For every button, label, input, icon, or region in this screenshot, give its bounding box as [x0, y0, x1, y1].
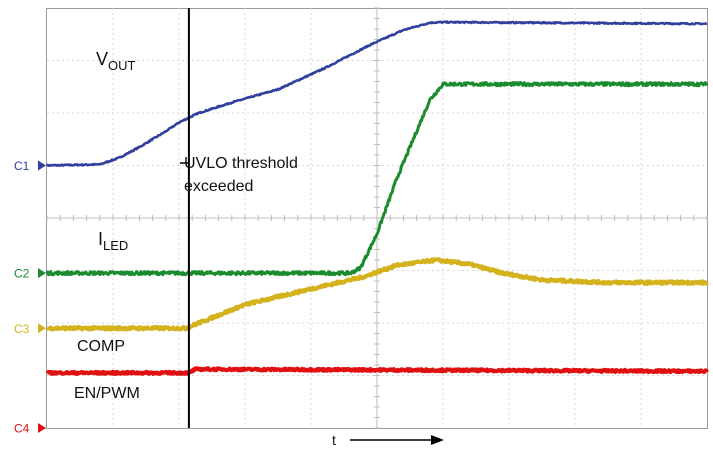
channel-label-c1: C1 — [14, 159, 30, 173]
channel-arrow-c4 — [38, 423, 46, 433]
channel-label-c2: C2 — [14, 267, 30, 281]
traces — [45, 20, 709, 376]
grid — [46, 7, 708, 429]
time-axis-label: t — [332, 432, 336, 448]
enpwm-label: EN/PWM — [74, 385, 140, 402]
channel-marker-c4: C4 — [14, 422, 46, 436]
uvlo-annotation-line1: UVLO threshold — [184, 155, 298, 172]
channel-arrow-c2 — [38, 268, 46, 279]
uvlo-annotation-line2: exceeded — [184, 178, 253, 195]
iled-label: ILED — [98, 229, 128, 253]
vout-label: VOUT — [96, 49, 136, 73]
trace-comp — [45, 257, 709, 332]
channel-label-c3: C3 — [14, 322, 30, 336]
channel-label-c4: C4 — [14, 422, 30, 436]
trace-iled — [45, 81, 709, 277]
channel-arrow-c1 — [38, 160, 46, 171]
channel-marker-c1: C1 — [14, 159, 46, 173]
time-axis-arrow-head — [431, 435, 444, 445]
channel-marker-c3: C3 — [14, 322, 46, 336]
comp-label: COMP — [77, 338, 125, 355]
channel-arrow-c3 — [38, 323, 46, 334]
channel-markers: C1 C2 C3 C4 — [14, 159, 46, 436]
channel-marker-c2: C2 — [14, 267, 46, 281]
trace-en-pwm — [45, 366, 709, 376]
trace-vout — [45, 20, 708, 168]
